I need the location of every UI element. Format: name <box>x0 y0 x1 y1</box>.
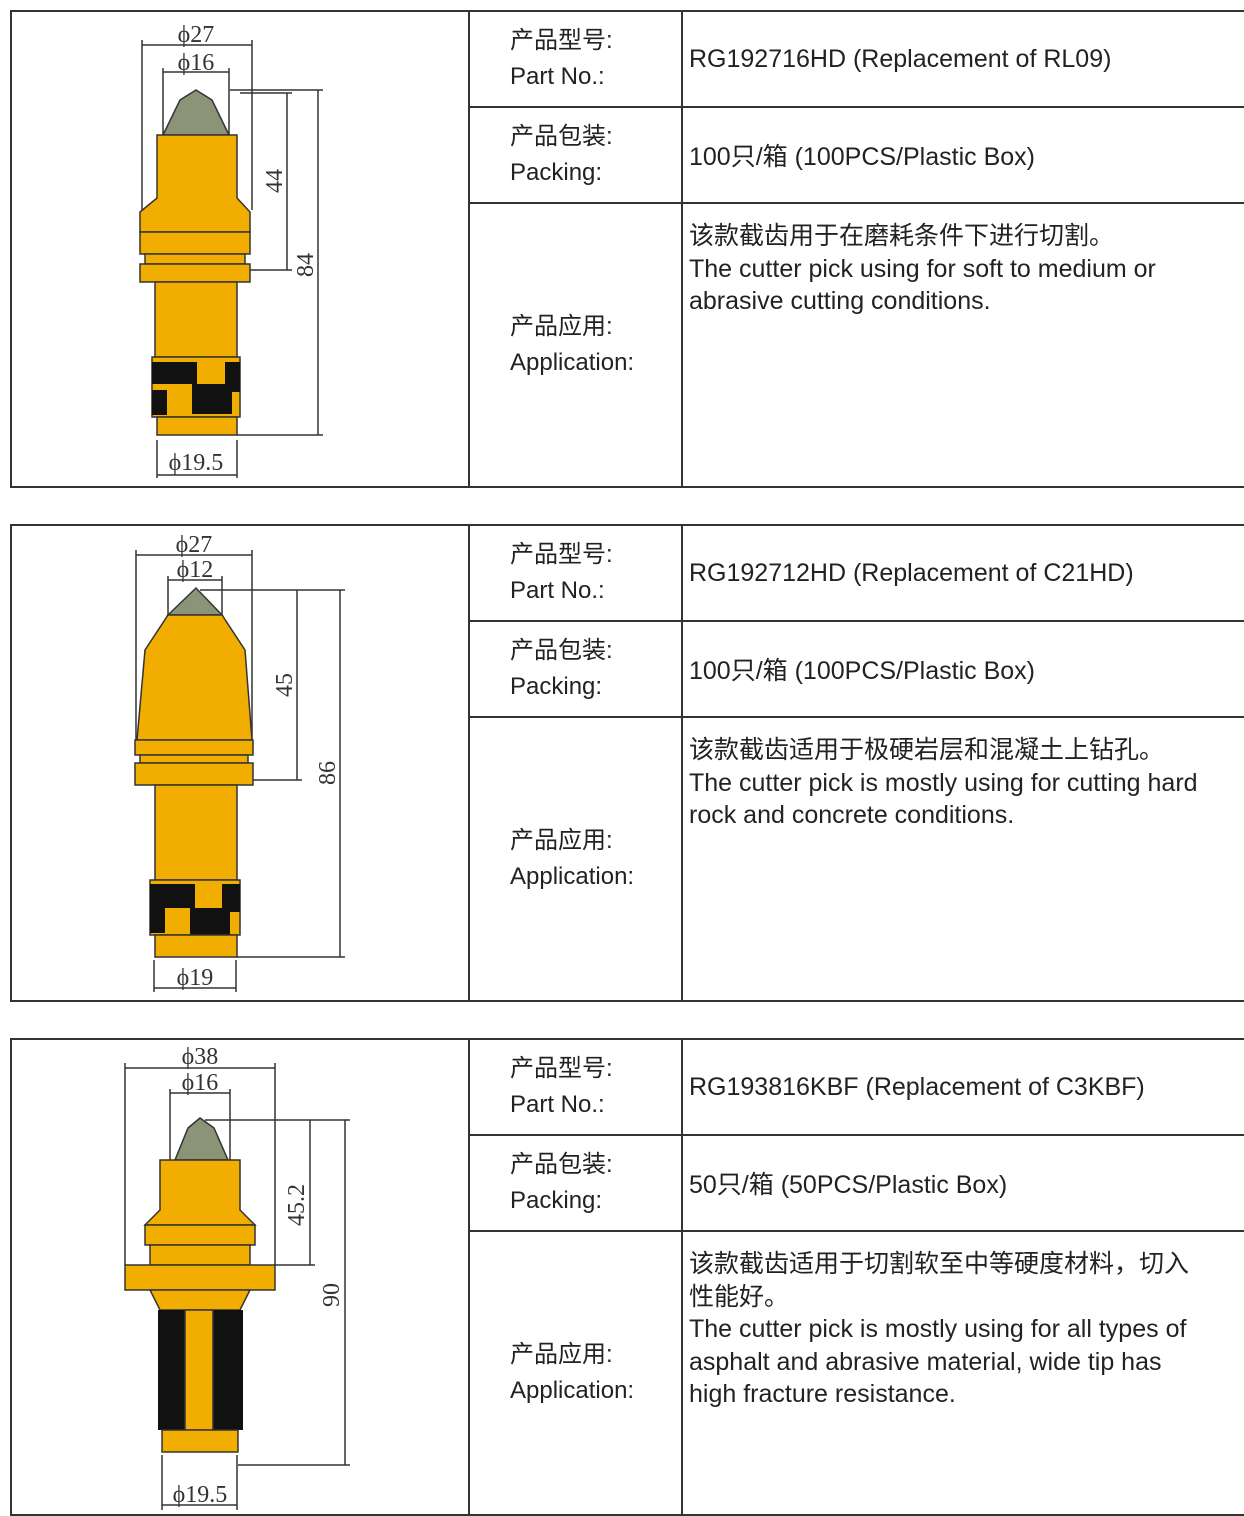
label-en: Packing: <box>510 159 603 186</box>
dimension: ϕ16 <box>178 50 215 76</box>
dimension: ϕ27 <box>178 22 215 48</box>
label-zh: 产品应用: <box>510 827 613 854</box>
field-label: 产品型号: Part No.: <box>470 12 683 108</box>
dimension: 84 <box>293 253 319 277</box>
dimension: ϕ12 <box>177 557 214 583</box>
dimension: 44 <box>262 169 288 193</box>
field-value: 50只/箱 (50PCS/Plastic Box) <box>683 1136 1244 1232</box>
text-line: asphalt and abrasive material, wide tip … <box>689 1347 1162 1376</box>
dimension: 90 <box>319 1283 345 1307</box>
dimension: 86 <box>315 761 341 785</box>
label-zh: 产品包装: <box>510 1151 613 1178</box>
text-line: 性能好。 <box>689 1282 790 1311</box>
label-zh: 产品包装: <box>510 123 613 150</box>
text-line: 该款截齿用于在磨耗条件下进行切割。 <box>689 222 1115 250</box>
label-zh: 产品包装: <box>510 637 613 664</box>
label-en: Part No.: <box>510 63 605 90</box>
text-line: The cutter pick is mostly using for all … <box>689 1315 1187 1343</box>
field-label: 产品应用: Application: <box>470 718 683 1000</box>
cutter-drawing-3: ϕ38 ϕ16 45.2 90 ϕ19.5 <box>124 1044 350 1510</box>
label-en: Packing: <box>510 1187 603 1214</box>
label-en: Application: <box>510 349 635 376</box>
label-zh: 产品型号: <box>510 27 613 54</box>
dimension: ϕ19.5 <box>173 1482 228 1508</box>
field-label: 产品应用: Application: <box>470 1232 683 1514</box>
field-value: RG193816KBF (Replacement of C3KBF) <box>683 1040 1244 1136</box>
label-zh: 产品型号: <box>510 541 613 568</box>
text-line: rock and concrete conditions. <box>689 801 1015 829</box>
field-value: 100只/箱 (100PCS/Plastic Box) <box>683 622 1244 718</box>
field-label: 产品包装: Packing: <box>470 1136 683 1232</box>
dimension: ϕ16 <box>182 1070 219 1096</box>
label-en: Application: <box>510 863 635 890</box>
product-block: 产品型号: Part No.: RG192716HD (Replacement of… <box>10 10 1244 488</box>
text-line: 该款截齿适用于极硬岩层和混凝土上钻孔。 <box>689 736 1165 764</box>
label-zh: 产品型号: <box>510 1055 613 1082</box>
drawing-cell <box>12 1040 470 1514</box>
dimension: ϕ19 <box>177 965 214 991</box>
label-en: Part No.: <box>510 577 605 604</box>
field-label: 产品应用: Application: <box>470 204 683 486</box>
field-label: 产品包装: Packing: <box>470 622 683 718</box>
text-line: The cutter pick using for soft to medium… <box>689 254 1156 283</box>
field-value: 该款截齿适用于切割软至中等硬度材料，切入 性能好。 The cutter pick … <box>683 1232 1244 1514</box>
dimension: ϕ19.5 <box>169 450 224 476</box>
dimension: 45 <box>272 673 298 697</box>
product-block: 产品型号: Part No.: RG192712HD (Replacement of… <box>10 524 1244 1002</box>
text-line: high fracture resistance. <box>689 1380 956 1408</box>
label-en: Packing: <box>510 673 603 700</box>
text-line: 该款截齿适用于切割软至中等硬度材料，切入 <box>689 1250 1190 1278</box>
drawing-cell <box>12 12 470 486</box>
dimension: ϕ27 <box>176 532 213 558</box>
cutter-drawing-2: ϕ27 ϕ12 45 86 ϕ19 <box>134 532 345 992</box>
field-value: 该款截齿用于在磨耗条件下进行切割。 The cutter pick using f… <box>683 204 1244 486</box>
label-en: Application: <box>510 1377 635 1404</box>
dimension: 45.2 <box>284 1184 310 1226</box>
label-zh: 产品应用: <box>510 313 613 340</box>
product-block: 产品型号: Part No.: RG193816KBF (Replacement o… <box>10 1038 1244 1516</box>
text-line: The cutter pick is mostly using for cutt… <box>689 768 1198 797</box>
field-value: RG192716HD (Replacement of RL09) <box>683 12 1244 108</box>
field-value: RG192712HD (Replacement of C21HD) <box>683 526 1244 622</box>
field-label: 产品型号: Part No.: <box>470 1040 683 1136</box>
label-zh: 产品应用: <box>510 1341 613 1368</box>
drawing-cell <box>12 526 470 1000</box>
field-value: 该款截齿适用于极硬岩层和混凝土上钻孔。 The cutter pick is mo… <box>683 718 1244 1000</box>
dimension: ϕ38 <box>182 1044 219 1070</box>
field-label: 产品型号: Part No.: <box>470 526 683 622</box>
cutter-drawing-1: ϕ27 ϕ16 44 84 ϕ19.5 <box>139 22 323 478</box>
field-value: 100只/箱 (100PCS/Plastic Box) <box>683 108 1244 204</box>
field-label: 产品包装: Packing: <box>470 108 683 204</box>
text-line: abrasive cutting conditions. <box>689 287 991 315</box>
label-en: Part No.: <box>510 1091 605 1118</box>
